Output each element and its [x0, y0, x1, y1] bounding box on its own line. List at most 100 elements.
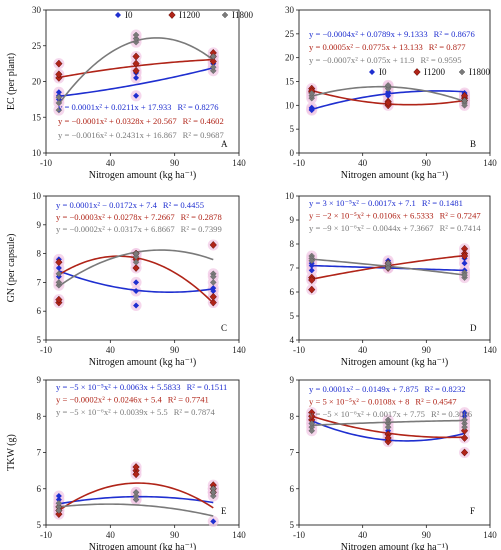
point-i1800 — [132, 489, 140, 496]
point-i1800 — [209, 273, 217, 280]
point-i1800 — [55, 93, 63, 101]
legend-label-i1200: I1200 — [424, 67, 445, 77]
equation-i0: y = −5 × 10⁻⁵x² + 0.0063x + 5.5833 R² = 0… — [56, 382, 227, 392]
point-i1800 — [55, 279, 63, 286]
equation-i1200: y = −0.0002x² + 0.0246x + 5.4 R² = 0.7741 — [56, 395, 209, 405]
equation-i1200: y = −2 × 10⁻⁵x² + 0.0106x + 6.5333 R² = 0… — [309, 211, 481, 221]
y-tick-label: 9 — [290, 215, 295, 225]
point-i0 — [55, 89, 62, 96]
equation-i0: y = 0.0001x² − 0.0172x + 7.4 R² = 0.4455 — [56, 200, 204, 210]
point-i1800 — [384, 259, 392, 267]
panel-d: -10 40 90 140 4 5 6 7 8 9 10 Nitrogen amount (kg ha… — [285, 191, 497, 368]
x-tick-label: 140 — [483, 345, 497, 355]
x-axis-label: Nitrogen amount (kg ha⁻¹) — [89, 542, 196, 550]
x-axis-label: Nitrogen amount (kg ha⁻¹) — [341, 170, 448, 181]
point-i1800 — [384, 423, 392, 431]
x-axis-label: Nitrogen amount (kg ha⁻¹) — [89, 357, 196, 368]
x-tick-label: 90 — [170, 158, 180, 168]
legend: I0 I1200 I1800 — [115, 10, 253, 20]
point-i1800 — [55, 507, 63, 514]
x-tick-label: 40 — [358, 158, 368, 168]
point-i1800 — [132, 31, 140, 39]
point-i0 — [210, 288, 217, 295]
equation-i1200: y = −0.0003x² + 0.0278x + 7.2667 R² = 0.2… — [56, 212, 222, 222]
y-tick-label: 10 — [32, 148, 42, 158]
point-i1800 — [308, 90, 316, 97]
y-tick-label: 5 — [37, 335, 42, 345]
point-i1800 — [461, 102, 468, 109]
y-tick-label: 15 — [32, 112, 42, 122]
equation-i1800: y = −9 × 10⁻⁶x² − 0.0044x + 7.3667 R² = 0… — [309, 223, 481, 233]
point-i0 — [133, 74, 140, 81]
point-i1200 — [384, 434, 392, 442]
legend-label-i1800: I1800 — [232, 10, 253, 20]
panel-label: E — [221, 506, 227, 516]
point-i1200 — [132, 66, 140, 75]
point-i1200 — [460, 252, 469, 260]
y-tick-label: 5 — [37, 520, 42, 530]
y-tick-label: 9 — [37, 220, 42, 230]
point-i0 — [385, 92, 392, 99]
x-tick-label: 90 — [422, 158, 432, 168]
point-i1800 — [461, 271, 468, 279]
point-i1800 — [55, 99, 63, 107]
y-tick-label: 25 — [285, 29, 295, 39]
legend-label-i1800: I1800 — [469, 67, 490, 77]
point-i1200 — [209, 240, 217, 249]
panel-f: -10 40 90 140 5 6 7 8 9 Nitrogen amount (kg ha⁻¹)… — [290, 375, 498, 550]
x-tick-label: 90 — [422, 530, 432, 540]
y-tick-label: 8 — [37, 411, 42, 421]
equation-i0: y = −0.0004x² + 0.0789x + 9.1333 R² = 0.8… — [309, 29, 475, 39]
y-tick-label: 30 — [32, 5, 42, 15]
point-i1800 — [209, 63, 217, 71]
x-tick-label: 40 — [106, 345, 116, 355]
point-i1200 — [55, 510, 63, 519]
panel-label: D — [470, 323, 477, 333]
y-tick-label: 7 — [290, 448, 295, 458]
y-tick-label: 8 — [290, 411, 295, 421]
equation-i1200: y = 5 × 10⁻⁵x² − 0.0108x + 8 R² = 0.4547 — [309, 397, 457, 407]
point-i0 — [461, 413, 468, 420]
x-tick-label: 140 — [232, 345, 246, 355]
panel-a: -10 40 90 140 10 15 20 25 30 Nitrogen amount (kg … — [6, 5, 253, 181]
x-tick-label: 140 — [232, 158, 246, 168]
legend-marker-i1800 — [458, 68, 466, 76]
point-i1200 — [209, 292, 217, 301]
equation-i1200: y = −0.0001x² + 0.0328x + 20.567 R² = 0.4… — [58, 116, 224, 126]
equation-i1800: y = −5 × 10⁻⁶x² + 0.0017x + 7.75 R² = 0.3… — [309, 409, 473, 419]
point-i1200 — [132, 470, 140, 479]
y-tick-label: 4 — [290, 335, 295, 345]
equation-i0: y = 0.0001x² + 0.0211x + 17.933 R² = 0.82… — [58, 102, 219, 112]
point-i1800 — [209, 279, 217, 286]
point-i0 — [133, 279, 140, 286]
y-tick-label: 8 — [37, 249, 42, 259]
y-tick-label: 6 — [290, 287, 295, 297]
x-tick-label: 40 — [106, 530, 116, 540]
point-i1200 — [55, 70, 63, 79]
point-i1800 — [384, 82, 392, 89]
equation-i1800: y = −5 × 10⁻⁶x² + 0.0039x + 5.5 R² = 0.78… — [56, 407, 215, 417]
y-tick-label: 9 — [37, 375, 42, 385]
panel-b: -10 40 90 140 0 5 10 15 20 25 30 Nitrogen amount (k… — [285, 5, 497, 181]
y-tick-label: 5 — [290, 520, 295, 530]
point-i0 — [55, 493, 62, 499]
panel-label: A — [221, 139, 228, 149]
point-i1200 — [384, 98, 392, 107]
point-i1800 — [384, 85, 392, 92]
x-tick-label: 40 — [106, 158, 116, 168]
x-tick-label: 90 — [170, 345, 180, 355]
point-i1800 — [209, 492, 217, 500]
x-tick-label: 90 — [170, 530, 180, 540]
legend-marker-i1200 — [168, 11, 176, 19]
y-tick-label: 6 — [37, 484, 42, 494]
x-tick-label: 40 — [358, 530, 368, 540]
panel-label: B — [470, 139, 476, 149]
x-tick-label: 140 — [483, 158, 497, 168]
trend-line-i1800 — [58, 503, 214, 517]
point-i1800 — [209, 67, 217, 75]
legend-marker-i0 — [115, 12, 121, 18]
point-i1200 — [132, 264, 140, 272]
point-i0 — [133, 288, 140, 295]
y-tick-label: 6 — [37, 306, 42, 316]
